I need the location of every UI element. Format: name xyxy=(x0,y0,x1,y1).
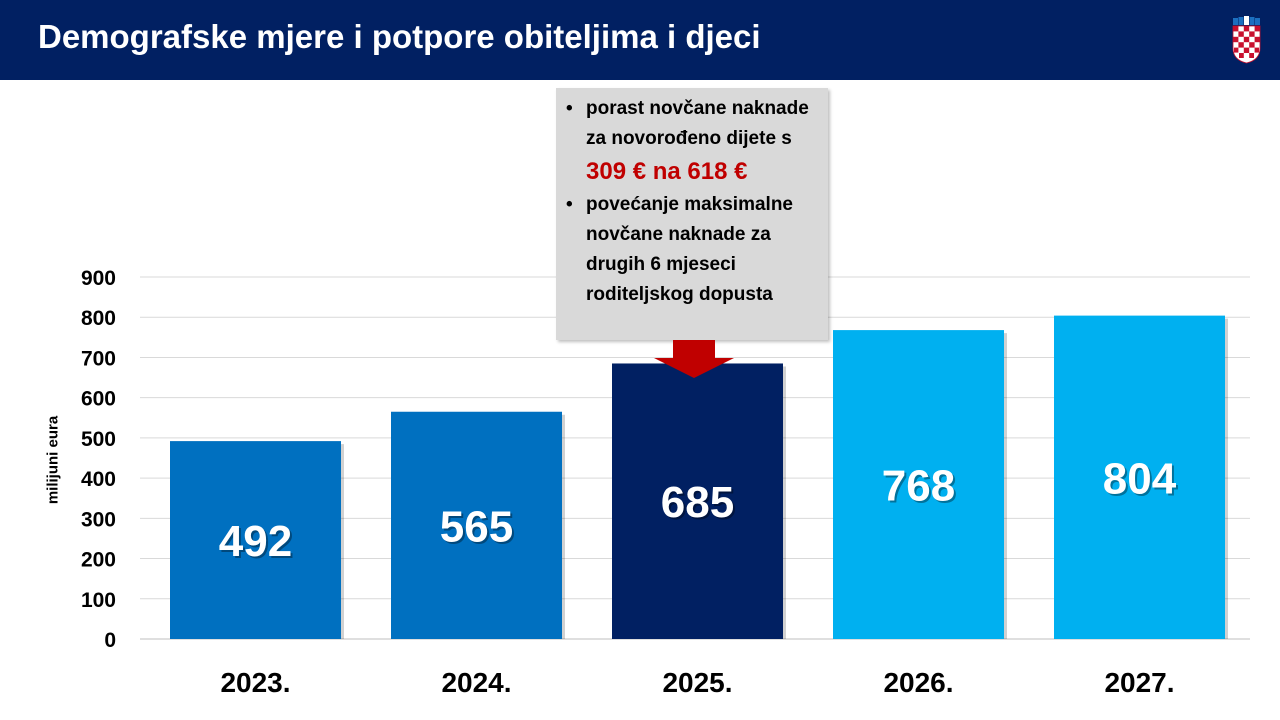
bar xyxy=(391,411,562,639)
bullet: • xyxy=(566,98,573,119)
callout-item-parental-leave: • povećanje maksimalne novčane naknade z… xyxy=(564,190,818,310)
x-tick-label: 2025. xyxy=(662,667,732,698)
x-tick-label: 2023. xyxy=(220,667,290,698)
callout-highlight: 309 € na 618 € xyxy=(586,158,748,185)
bar xyxy=(612,363,783,639)
down-arrow-icon xyxy=(654,340,734,378)
y-axis-ticks: 0 100 200 300 400 500 600 700 800 900 xyxy=(81,267,116,652)
y-tick-label: 200 xyxy=(81,549,116,572)
data-label: 804 xyxy=(1103,454,1177,503)
header-bar: Demografske mjere i potpore obiteljima i… xyxy=(0,0,1280,80)
y-tick-label: 900 xyxy=(81,267,116,290)
x-tick-label: 2024. xyxy=(441,667,511,698)
bullet: • xyxy=(566,194,573,215)
callout-item-text: povećanje maksimalne novčane naknade za … xyxy=(586,194,793,305)
y-tick-label: 100 xyxy=(81,589,116,612)
x-tick-label: 2027. xyxy=(1104,667,1174,698)
data-label: 768 xyxy=(882,462,955,511)
bar xyxy=(1054,315,1225,639)
y-tick-label: 300 xyxy=(81,508,116,531)
x-tick-label: 2026. xyxy=(883,667,953,698)
y-tick-label: 500 xyxy=(81,428,116,451)
y-axis-label: milijuni eura xyxy=(44,415,62,505)
data-label-shadow: 685 xyxy=(663,480,736,529)
x-axis-ticks: 2023. 2024. 2025. 2026. 2027. xyxy=(220,667,1174,698)
data-label-shadow: 492 xyxy=(221,519,294,568)
coat-of-arms-icon xyxy=(1232,16,1261,64)
data-label: 565 xyxy=(440,502,513,551)
callout-item-newborn: • porast novčane naknade za novorođeno d… xyxy=(564,94,818,190)
data-label-shadow: 768 xyxy=(884,464,957,513)
data-label-shadow: 804 xyxy=(1105,456,1179,505)
y-tick-label: 600 xyxy=(81,388,116,411)
y-tick-label: 800 xyxy=(81,307,116,330)
data-label-shadow: 565 xyxy=(442,504,515,553)
data-label: 685 xyxy=(661,478,734,527)
data-label: 492 xyxy=(219,517,292,566)
bar xyxy=(833,330,1004,639)
callout-item-text: porast novčane naknade za novorođeno dij… xyxy=(586,98,809,149)
y-tick-label: 400 xyxy=(81,468,116,491)
bar xyxy=(170,441,341,639)
page-title: Demografske mjere i potpore obiteljima i… xyxy=(38,18,761,55)
y-tick-label: 700 xyxy=(81,347,116,370)
y-tick-label: 0 xyxy=(104,629,116,652)
callout-box: • porast novčane naknade za novorođeno d… xyxy=(556,88,828,340)
